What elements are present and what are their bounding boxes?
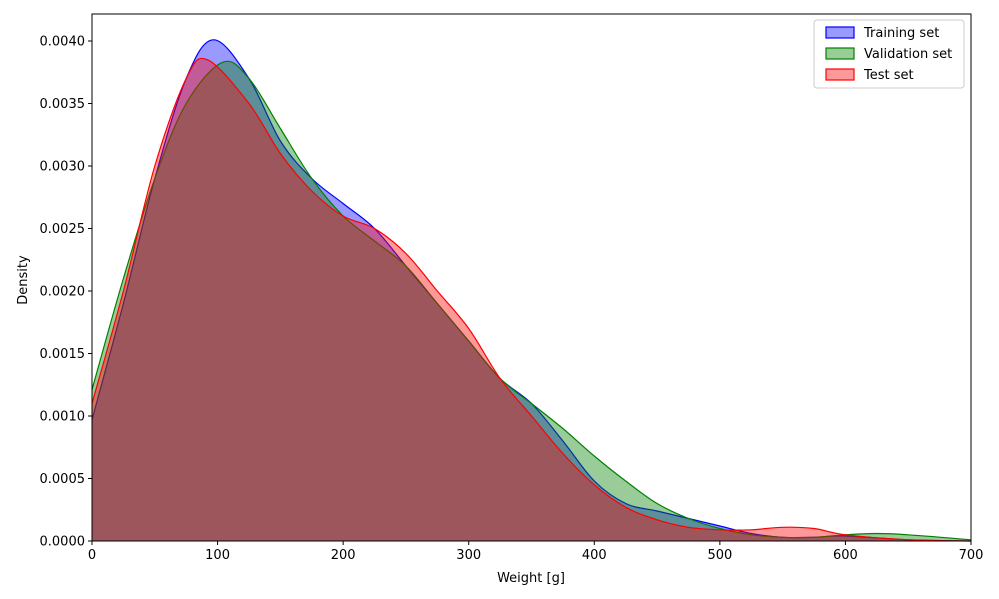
density-fill [92,61,971,542]
legend: Training set Validation set Test set [813,19,965,89]
y-axis-label: Density [16,255,31,305]
legend-label: Test set [863,68,914,83]
y-tick-label: 0.0035 [40,97,86,112]
density-areas [91,39,972,542]
legend-label: Validation set [864,47,952,62]
density-fill [92,58,971,542]
x-tick-label: 100 [205,548,230,563]
density-line [91,57,972,542]
y-tick-label: 0.0000 [40,535,86,550]
x-axis: 0 100 200 300 400 500 600 700 [88,541,984,563]
y-tick-label: 0.0020 [40,285,86,300]
x-tick-label: 500 [707,548,732,563]
x-tick-label: 0 [88,548,96,563]
series-test-set [91,57,972,542]
density-fill [92,39,971,542]
y-tick-label: 0.0040 [40,35,86,50]
legend-swatch [825,68,855,81]
plot-frame [91,13,972,542]
legend-swatch [825,26,855,39]
x-tick-label: 300 [456,548,481,563]
y-tick-label: 0.0005 [40,472,86,487]
x-tick-label: 200 [331,548,356,563]
x-tick-label: 700 [959,548,984,563]
legend-swatch [825,47,855,60]
legend-label: Training set [863,26,939,41]
x-tick-label: 600 [833,548,858,563]
legend-box [813,19,965,89]
y-tick-label: 0.0010 [40,410,86,425]
y-tick-label: 0.0025 [40,222,86,237]
x-tick-label: 400 [582,548,607,563]
y-tick-label: 0.0015 [40,347,86,362]
y-tick-label: 0.0030 [40,160,86,175]
y-axis: 0.0000 0.0005 0.0010 0.0015 0.0020 0.0025 0.00… [40,35,92,550]
x-axis-label: Weight [g] [497,571,565,586]
